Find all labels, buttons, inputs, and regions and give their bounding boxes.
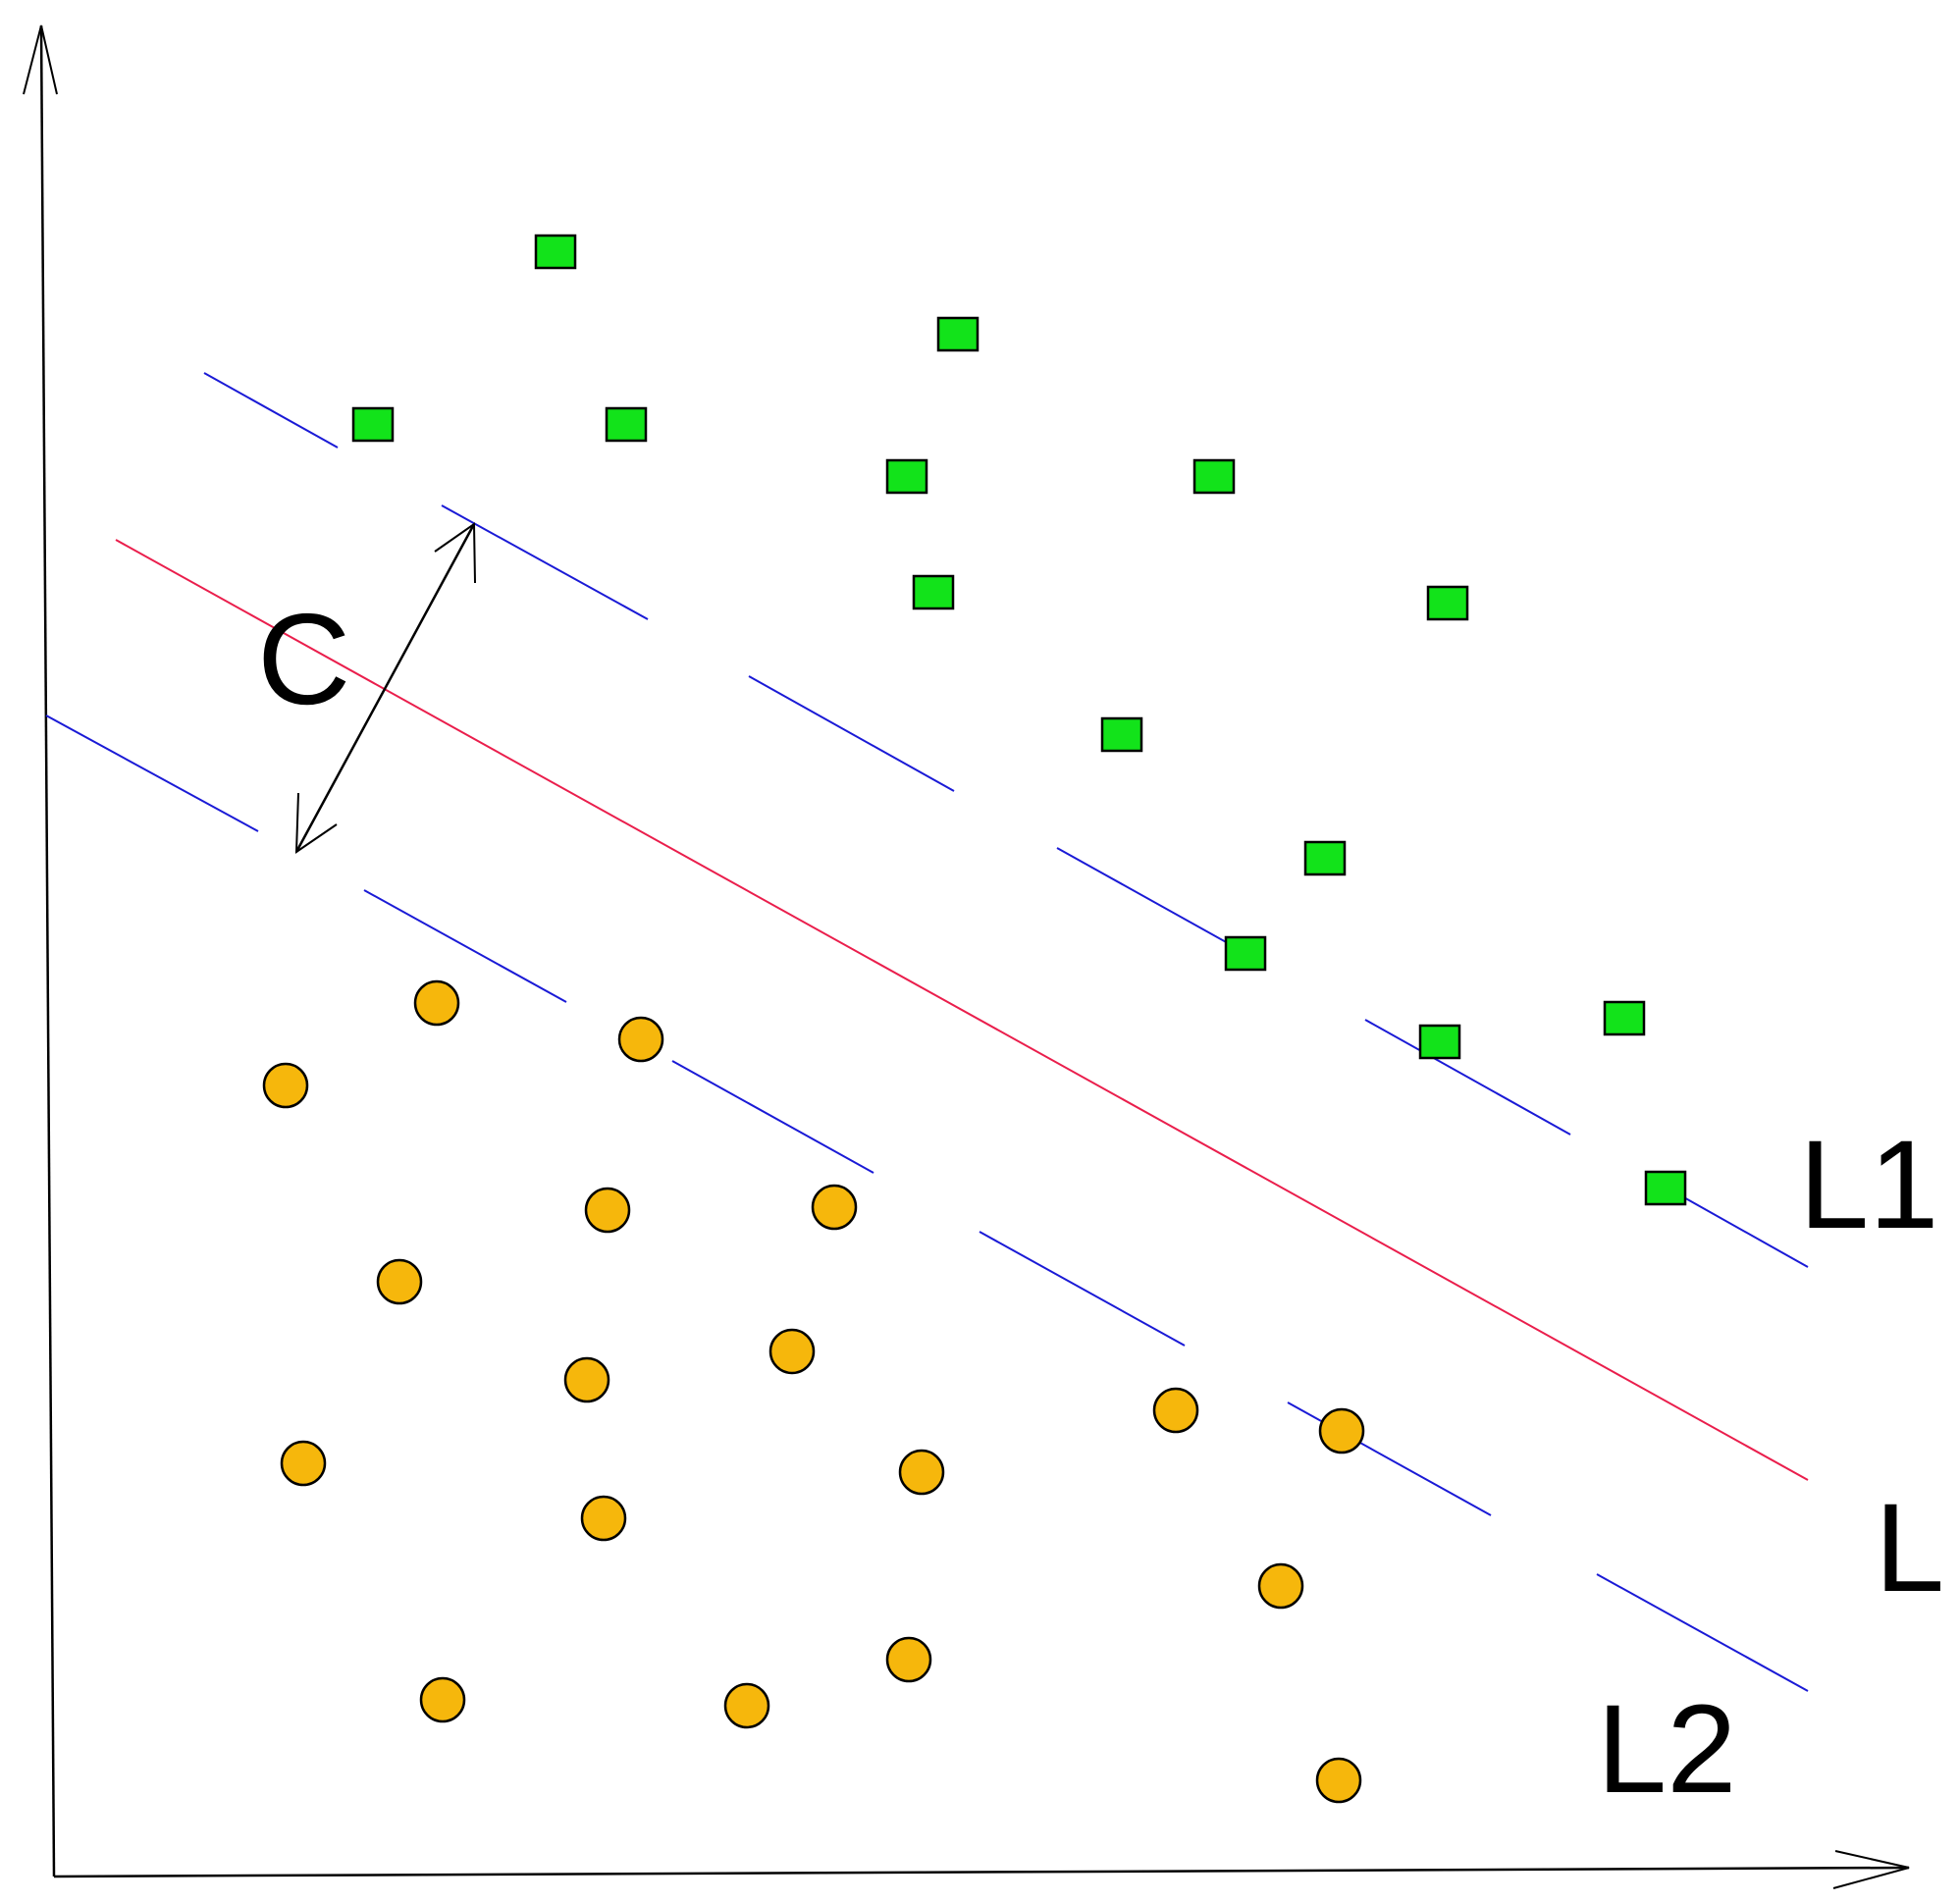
circle-point: [898, 1449, 945, 1496]
margin-segment: [45, 714, 259, 832]
circle-point: [376, 1258, 423, 1305]
square-point: [885, 458, 928, 495]
margin-segment: [1596, 1573, 1809, 1692]
margin-segment: [203, 372, 339, 449]
square-point: [1224, 935, 1267, 972]
class-a-points: [351, 234, 1687, 1206]
square-point: [1426, 585, 1469, 621]
x-axis-arrowhead: [1832, 1850, 1910, 1889]
circle-point: [768, 1328, 816, 1375]
square-point: [912, 574, 955, 610]
class-b-points: [262, 979, 1365, 1804]
lower-margin-label: L2: [1597, 1679, 1736, 1820]
margin-width-label: C: [257, 587, 350, 731]
circle-point: [580, 1495, 627, 1542]
circle-point: [885, 1636, 932, 1683]
separator-label: L: [1875, 1478, 1944, 1618]
margin-segment: [441, 504, 649, 620]
square-point: [1603, 1000, 1646, 1036]
y-axis: [39, 25, 56, 1877]
square-point: [1644, 1170, 1687, 1206]
upper-margin-label: L1: [1799, 1115, 1938, 1255]
circle-point: [584, 1187, 631, 1234]
circle-point: [1315, 1757, 1362, 1804]
margin-segment: [671, 1060, 874, 1174]
margin-segment: [1672, 1190, 1809, 1268]
circle-point: [280, 1440, 327, 1487]
margin-segment: [363, 889, 567, 1003]
arrow-end-bottom: [294, 792, 338, 854]
square-point: [534, 234, 577, 270]
circle-point: [413, 979, 460, 1027]
separator-line: [115, 539, 1809, 1481]
circle-point: [811, 1184, 858, 1231]
square-point: [1100, 716, 1143, 753]
circle-point: [723, 1682, 770, 1729]
lower-margin-line: [45, 714, 1809, 1692]
square-point: [1303, 840, 1347, 876]
square-point: [1418, 1024, 1461, 1060]
double-arrow-shaft: [294, 523, 476, 853]
square-point: [351, 406, 395, 443]
square-point: [1192, 458, 1236, 495]
margin-width-arrow: [294, 522, 476, 854]
circle-point: [262, 1062, 309, 1109]
margin-segment: [979, 1231, 1186, 1347]
arrow-end-top: [434, 522, 476, 584]
x-axis: [53, 1866, 1910, 1878]
circle-point: [419, 1676, 466, 1723]
circle-point: [1152, 1387, 1199, 1434]
circle-point: [563, 1356, 610, 1403]
square-point: [936, 316, 980, 352]
margin-segment: [748, 675, 955, 792]
margin-segment: [1364, 1019, 1571, 1136]
margin-segment: [1287, 1401, 1492, 1516]
circle-point: [1318, 1407, 1365, 1454]
axes: [23, 25, 1910, 1889]
circle-point: [617, 1016, 664, 1063]
y-axis-arrowhead: [23, 25, 58, 95]
circle-point: [1257, 1562, 1304, 1610]
upper-margin-line: [203, 372, 1809, 1268]
square-point: [605, 406, 648, 443]
